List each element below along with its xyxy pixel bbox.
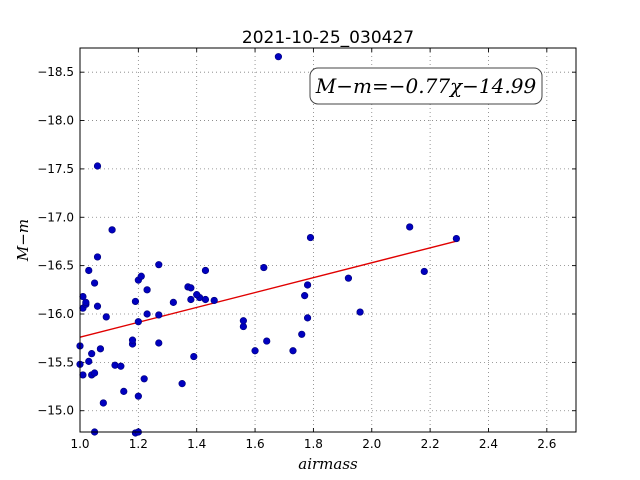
data-point — [140, 375, 148, 383]
data-point — [143, 286, 151, 294]
x-tick-label: 2.0 — [362, 437, 381, 451]
data-point — [85, 357, 93, 365]
data-point — [187, 284, 195, 292]
data-point — [303, 281, 312, 289]
data-point — [85, 266, 93, 275]
data-point — [143, 310, 151, 318]
plot-area — [80, 48, 576, 432]
x-tick-label: 1.0 — [70, 437, 89, 451]
x-tick-label: 2.4 — [479, 437, 498, 451]
data-point — [90, 369, 99, 377]
data-point — [420, 267, 428, 276]
y-tick-label: −17.0 — [37, 210, 74, 224]
data-point — [274, 53, 283, 61]
data-point — [178, 380, 186, 388]
data-point — [301, 292, 309, 300]
data-point — [79, 292, 87, 301]
data-point — [128, 336, 137, 344]
data-points — [76, 53, 460, 437]
data-point — [193, 291, 201, 299]
data-point — [187, 295, 195, 304]
data-point — [90, 279, 99, 287]
data-point — [93, 162, 102, 170]
data-point — [102, 313, 110, 321]
data-point — [289, 347, 297, 355]
data-point — [79, 371, 87, 379]
data-point — [303, 314, 312, 322]
data-point — [210, 296, 218, 305]
data-point — [111, 361, 119, 369]
data-point — [137, 272, 145, 280]
data-point — [263, 337, 271, 345]
data-point — [452, 234, 460, 243]
data-point — [93, 302, 102, 310]
data-point — [82, 298, 90, 306]
data-point — [155, 339, 163, 347]
x-tick-label: 1.4 — [187, 437, 206, 451]
plot-frame — [79, 47, 577, 433]
data-point — [108, 226, 116, 234]
data-point — [155, 311, 163, 319]
data-point — [356, 308, 364, 316]
y-tick-label: −17.5 — [37, 162, 74, 176]
grid — [79, 48, 576, 432]
y-tick-label: −15.0 — [37, 404, 74, 418]
data-point — [239, 317, 247, 325]
data-point — [134, 392, 142, 400]
y-tick-label: −16.0 — [37, 307, 74, 321]
data-point — [96, 345, 105, 353]
data-point — [406, 223, 414, 231]
y-tick-label: −18.0 — [37, 114, 74, 128]
data-point — [190, 352, 198, 361]
data-point — [99, 399, 107, 407]
data-point — [201, 266, 210, 275]
fit-equation-label: M−m=−0.77χ−14.99 — [315, 74, 537, 98]
y-tick-label: −16.5 — [37, 259, 74, 273]
data-point — [169, 298, 177, 306]
x-tick-label: 1.8 — [304, 437, 323, 451]
data-point — [298, 330, 306, 338]
fit-line — [79, 239, 460, 338]
fit-equation-box-border — [309, 67, 543, 105]
x-tick-label: 2.6 — [537, 437, 556, 451]
data-point — [134, 318, 142, 326]
data-point — [251, 347, 259, 355]
data-point — [155, 261, 163, 269]
x-axis-label: airmass — [298, 455, 358, 473]
x-tick-label: 1.2 — [129, 437, 148, 451]
y-axis-ticks: −15.0 −15.5 −16.0 −16.5 −17.0 −17.5 −18.0 −18.5 — [37, 65, 576, 418]
chart-title: 2021-10-25_030427 — [242, 28, 414, 48]
y-tick-label: −18.5 — [37, 65, 74, 79]
data-point — [131, 297, 140, 306]
data-point — [306, 233, 315, 242]
fit-line-layer — [79, 239, 460, 338]
y-tick-label: −15.5 — [37, 355, 74, 369]
data-point — [344, 274, 353, 282]
x-axis-ticks: 1.0 1.2 1.4 1.6 1.8 2.0 2.2 2.4 2.6 — [70, 48, 556, 451]
y-axis-label: M−m — [14, 219, 32, 262]
data-point — [88, 350, 96, 358]
fit-equation-box: M−m=−0.77χ−14.99 — [309, 67, 543, 105]
x-tick-label: 1.6 — [246, 437, 265, 451]
x-tick-label: 2.2 — [421, 437, 440, 451]
data-point — [93, 253, 102, 261]
data-point — [117, 362, 125, 370]
data-point — [120, 387, 128, 395]
data-point — [260, 263, 268, 272]
data-point — [201, 295, 210, 304]
